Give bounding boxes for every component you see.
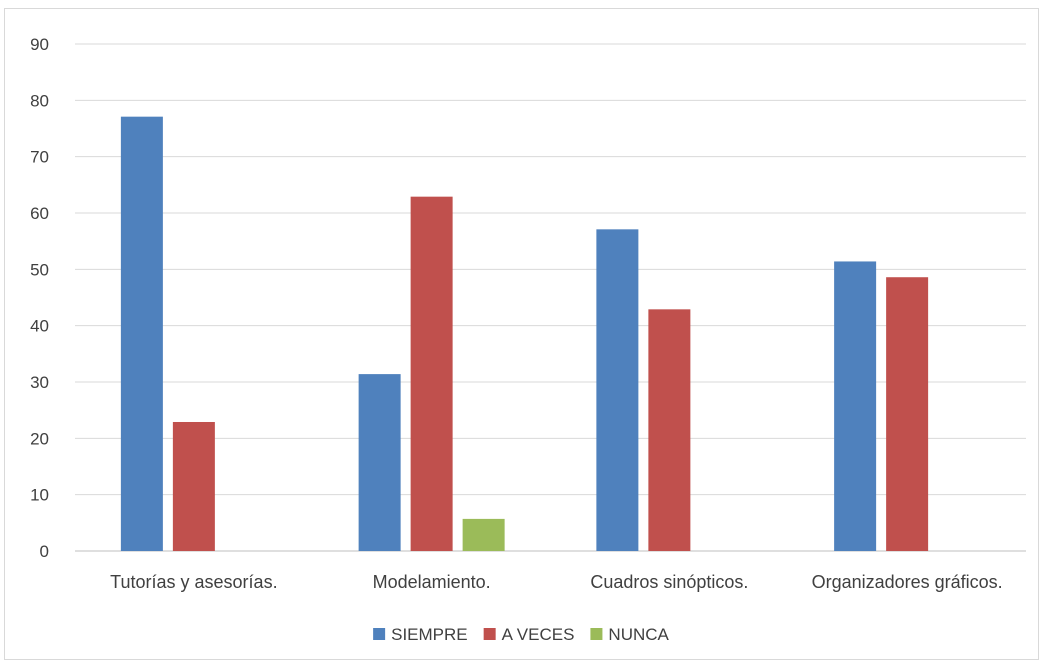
x-axis: Tutorías y asesorías. Modelamiento. Cuadro… [110, 572, 1003, 592]
y-tick-label: 90 [30, 35, 49, 54]
y-tick-label: 10 [30, 486, 49, 505]
legend-label: NUNCA [608, 625, 669, 644]
y-axis-ticks: 0 10 20 30 40 50 60 70 80 90 [30, 35, 49, 561]
y-tick-label: 30 [30, 373, 49, 392]
y-tick-label: 70 [30, 148, 49, 167]
y-tick-label: 60 [30, 204, 49, 223]
legend-swatch-nunca [590, 628, 603, 640]
legend-swatch-a-veces [483, 628, 496, 640]
bar-siempre-2 [596, 229, 639, 551]
bars [120, 116, 929, 552]
bar-nunca-1 [462, 518, 505, 551]
bar-a-veces-2 [648, 309, 691, 551]
legend-swatch-siempre [373, 628, 386, 640]
bar-a-veces-0 [172, 421, 215, 551]
x-category-label: Cuadros sinópticos. [590, 572, 748, 592]
bar-siempre-0 [120, 116, 163, 552]
bar-a-veces-1 [410, 196, 453, 551]
gridlines [75, 43, 1026, 552]
x-category-label: Tutorías y asesorías. [110, 572, 277, 592]
x-category-label: Modelamiento. [373, 572, 491, 592]
legend-label: SIEMPRE [391, 625, 468, 644]
x-category-label: Organizadores gráficos. [812, 572, 1003, 592]
bar-siempre-3 [834, 261, 877, 551]
bar-siempre-1 [358, 374, 401, 551]
y-tick-label: 50 [30, 260, 49, 279]
y-tick-label: 80 [30, 91, 49, 110]
legend: SIEMPRE A VECES NUNCA [373, 625, 670, 644]
legend-label: A VECES [502, 625, 575, 644]
y-tick-label: 20 [30, 429, 49, 448]
y-tick-label: 0 [40, 542, 49, 561]
y-tick-label: 40 [30, 317, 49, 336]
bar-a-veces-3 [886, 277, 929, 551]
